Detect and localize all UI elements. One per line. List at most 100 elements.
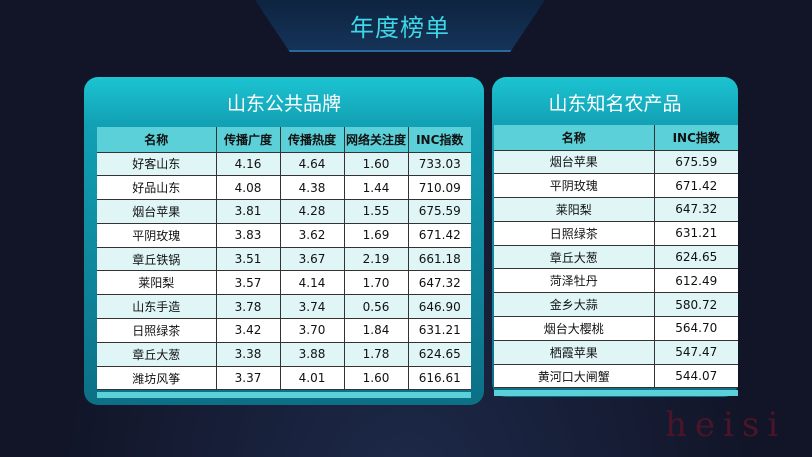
table-cell: 4.01 [280, 366, 345, 391]
table-cell: 平阴玫瑰 [97, 223, 217, 248]
table-row: 烟台苹果 3.81 4.28 1.55 675.59 [97, 199, 471, 224]
table-row: 莱阳梨 3.57 4.14 1.70 647.32 [97, 270, 471, 296]
agri-product-panel: 山东知名农产品 名称 INC指数 烟台苹果 675.59 平阴玫瑰 671.42 莱阳梨 64… [492, 77, 738, 397]
table-cell: 3.62 [280, 223, 345, 248]
table-cell: 潍坊风筝 [97, 366, 217, 391]
column-header: 传播热度 [280, 127, 345, 153]
table-cell: 烟台大樱桃 [494, 316, 655, 341]
table-cell: 黄河口大闸蟹 [494, 364, 655, 389]
watermark: heisi [665, 405, 787, 445]
table-cell: 日照绿茶 [97, 318, 217, 343]
table-cell: 612.49 [654, 268, 738, 294]
column-header: 名称 [494, 125, 655, 151]
table-row: 烟台苹果 675.59 [494, 150, 738, 175]
table-cell: 莱阳梨 [97, 270, 217, 296]
table-row: 章丘大葱 624.65 [494, 245, 738, 270]
table-cell: 章丘大葱 [494, 245, 655, 270]
public-brand-table: 名称 传播广度 传播热度 网络关注度 INC指数 好客山东 4.16 4.64 1.60 733.… [97, 127, 471, 391]
table-cell: 646.90 [408, 294, 471, 320]
table-cell: 4.64 [280, 152, 345, 177]
table-cell: 3.51 [216, 247, 281, 272]
table-cell: 好品山东 [97, 175, 217, 201]
table-cell: 金乡大蒜 [494, 292, 655, 318]
table-cell: 580.72 [654, 292, 738, 318]
table-row: 好客山东 4.16 4.64 1.60 733.03 [97, 152, 471, 177]
table-row: 莱阳梨 647.32 [494, 197, 738, 222]
table-cell: 1.78 [344, 342, 409, 367]
table-row: 烟台大樱桃 564.70 [494, 316, 738, 341]
table-cell: 3.81 [216, 199, 281, 224]
table-cell: 3.57 [216, 270, 281, 296]
table-cell: 3.42 [216, 318, 281, 343]
table-cell: 675.59 [408, 199, 471, 224]
table-cell: 1.44 [344, 175, 409, 201]
table-cell: 1.84 [344, 318, 409, 343]
table-cell: 1.55 [344, 199, 409, 224]
public-brand-panel: 山东公共品牌 名称 传播广度 传播热度 网络关注度 INC指数 好客山东 4.16 4.64 1… [84, 77, 484, 405]
table-cell: 3.78 [216, 294, 281, 320]
table-cell: 日照绿茶 [494, 221, 655, 246]
panel-title: 山东知名农产品 [548, 93, 682, 115]
table-row: 章丘大葱 3.38 3.88 1.78 624.65 [97, 342, 471, 367]
table-cell: 好客山东 [97, 152, 217, 177]
table-cell: 3.88 [280, 342, 345, 367]
table-cell: 3.38 [216, 342, 281, 367]
table-row: 栖霞苹果 547.47 [494, 340, 738, 365]
table-cell: 710.09 [408, 175, 471, 201]
agri-product-table: 名称 INC指数 烟台苹果 675.59 平阴玫瑰 671.42 莱阳梨 647.32 日照绿茶… [494, 125, 738, 389]
title-banner: 年度榜单 [255, 0, 545, 52]
table-cell: 章丘大葱 [97, 342, 217, 367]
table-row: 金乡大蒜 580.72 [494, 292, 738, 318]
table-cell: 3.83 [216, 223, 281, 248]
table-cell: 章丘铁锅 [97, 247, 217, 272]
table-cell: 3.70 [280, 318, 345, 343]
table-row: 日照绿茶 3.42 3.70 1.84 631.21 [97, 318, 471, 343]
table-footer-bar [494, 390, 738, 396]
table-cell: 675.59 [654, 150, 738, 175]
table-footer-bar [97, 392, 471, 398]
table-cell: 547.47 [654, 340, 738, 365]
table-cell: 1.60 [344, 366, 409, 391]
table-cell: 烟台苹果 [97, 199, 217, 224]
table-cell: 671.42 [408, 223, 471, 248]
table-cell: 661.18 [408, 247, 471, 272]
table-cell: 2.19 [344, 247, 409, 272]
table-row: 日照绿茶 631.21 [494, 221, 738, 246]
column-header: 网络关注度 [344, 127, 409, 153]
header-row: 名称 传播广度 传播热度 网络关注度 INC指数 [97, 127, 471, 153]
table-cell: 3.37 [216, 366, 281, 391]
table-cell: 631.21 [408, 318, 471, 343]
table-cell: 烟台苹果 [494, 150, 655, 175]
table-row: 好品山东 4.08 4.38 1.44 710.09 [97, 175, 471, 201]
table-cell: 616.61 [408, 366, 471, 391]
table-cell: 647.32 [654, 197, 738, 222]
table-cell: 莱阳梨 [494, 197, 655, 222]
table-row: 菏泽牡丹 612.49 [494, 268, 738, 294]
table-cell: 671.42 [654, 173, 738, 199]
table-cell: 平阴玫瑰 [494, 173, 655, 199]
table-cell: 1.60 [344, 152, 409, 177]
table-cell: 624.65 [408, 342, 471, 367]
table-cell: 菏泽牡丹 [494, 268, 655, 294]
header-row: 名称 INC指数 [494, 125, 738, 151]
table-cell: 647.32 [408, 270, 471, 296]
panel-title: 山东公共品牌 [226, 93, 341, 115]
table-cell: 4.38 [280, 175, 345, 201]
page-title: 年度榜单 [350, 14, 450, 42]
table-cell: 624.65 [654, 245, 738, 270]
table-cell: 564.70 [654, 316, 738, 341]
table-row: 平阴玫瑰 671.42 [494, 173, 738, 199]
column-header: INC指数 [408, 127, 471, 153]
column-header: INC指数 [654, 125, 738, 151]
table-row: 黄河口大闸蟹 544.07 [494, 364, 738, 389]
column-header: 名称 [97, 127, 217, 153]
table-cell: 栖霞苹果 [494, 340, 655, 365]
table-row: 潍坊风筝 3.37 4.01 1.60 616.61 [97, 366, 471, 391]
table-row: 山东手造 3.78 3.74 0.56 646.90 [97, 294, 471, 320]
table-cell: 733.03 [408, 152, 471, 177]
table-cell: 1.69 [344, 223, 409, 248]
table-cell: 544.07 [654, 364, 738, 389]
table-cell: 4.28 [280, 199, 345, 224]
table-cell: 4.16 [216, 152, 281, 177]
column-header: 传播广度 [216, 127, 281, 153]
